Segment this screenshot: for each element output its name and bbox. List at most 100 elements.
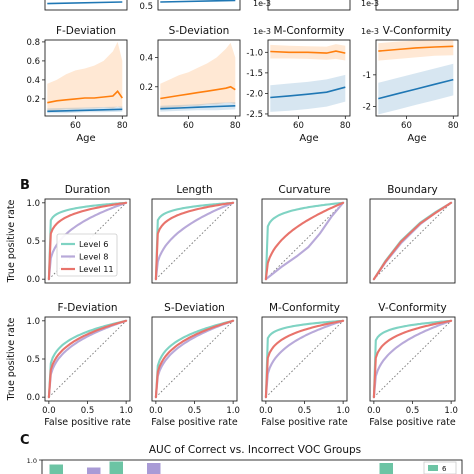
roc-xtick-label-6-2: 1.0 (336, 406, 350, 416)
age-trend-panels: 0.5 0.2 0.4 0.6 0.8 F-Deviation 60 80 Age 0.2 0.4 S… (26, 0, 459, 144)
age-ytick-label-6-2: -2.0 (246, 89, 263, 99)
roc-ylabel-4: True positive rate (6, 317, 17, 401)
panel-label-c: C (20, 433, 30, 448)
age-xlabel-6: Age (299, 133, 318, 144)
roc-panel-title-2: Curvature (278, 184, 330, 196)
roc-panel-0: Duration 0.0 0.5 1.0 True positive rate Level… (6, 184, 131, 285)
age-ytick-label-5-1: 0.4 (139, 54, 153, 64)
age-ytick-label-6-0: -1.0 (246, 48, 263, 58)
roc-xtick-label-6-0: 0.0 (259, 406, 273, 416)
age-panel-frame-0 (44, 0, 128, 11)
roc-xtick-label-7-2: 1.0 (444, 406, 458, 416)
roc-xtick-label-5-0: 0.0 (149, 406, 163, 416)
age-line-1-1 (160, 0, 236, 3)
auc-bar-0-11 (379, 463, 393, 474)
age-ytick-label-6-3: -2.5 (246, 110, 263, 120)
age-xtick-label-4-0: 60 (70, 121, 81, 131)
age-line-6-0 (270, 50, 346, 54)
roc-curve-2-1 (264, 201, 345, 281)
roc-diagonal-2 (265, 202, 344, 280)
age-panel-0 (44, 0, 128, 11)
auc-bar-0-0 (49, 464, 63, 474)
age-ytick-label-7-0: -1 (363, 71, 371, 81)
age-xtick-label-7-1: 80 (448, 121, 459, 131)
roc-diagonal-5 (155, 320, 234, 398)
roc-xlabel-5: False positive rate (151, 417, 238, 428)
age-panel-3 (375, 0, 459, 11)
roc-panel-title-5: S-Deviation (164, 302, 225, 314)
age-panel-4: 0.2 0.4 0.6 0.8 F-Deviation 60 80 Age (26, 25, 127, 144)
age-panel-frame-6 (267, 39, 351, 117)
roc-xtick-label-5-1: 0.5 (188, 406, 202, 416)
auc-ytick-label-0: 1.0 (27, 457, 37, 465)
age-ytick-label-6-1: -1.5 (246, 69, 263, 79)
age-scale-note-6: 1e-3 (253, 27, 271, 36)
roc-diagonal-7 (373, 320, 452, 398)
auc-bar-1-3 (147, 463, 161, 474)
roc-xtick-label-4-1: 0.5 (81, 406, 95, 416)
age-line-0-1 (47, 1, 123, 5)
age-xtick-label-5-0: 60 (183, 121, 194, 131)
roc-ytick-label-0-0: 0.0 (26, 275, 40, 285)
age-panel-frame-3 (375, 0, 459, 11)
age-line-7-1 (378, 78, 454, 100)
roc-curve-2-0 (264, 201, 345, 281)
roc-curve-7-0 (372, 319, 453, 399)
auc-bar-0-2 (109, 461, 123, 474)
roc-diagonal-6 (265, 320, 344, 398)
roc-curve-7-2 (372, 319, 453, 399)
roc-curve-6-0 (264, 319, 345, 399)
age-panel-title-4: F-Deviation (56, 25, 116, 37)
roc-ytick-label-0-1: 0.5 (26, 237, 40, 247)
age-panel-plot-5 (160, 42, 236, 112)
roc-ytick-label-4-2: 1.0 (26, 317, 40, 327)
roc-panel-2: Curvature (261, 184, 348, 284)
roc-curve-6-2 (264, 319, 345, 399)
roc-xtick-label-7-1: 0.5 (406, 406, 420, 416)
age-panel-6: -1.0 -1.5 -2.0 -2.5 M-Conformity 60 80 Age 1e-3 (246, 25, 350, 144)
age-panel-2 (267, 0, 351, 11)
roc-panels: Duration 0.0 0.5 1.0 True positive rate Level… (6, 184, 458, 428)
roc-panel-title-1: Length (176, 184, 212, 196)
roc-ytick-label-4-1: 0.5 (26, 355, 40, 365)
age-panel-plot-0 (47, 1, 123, 5)
roc-panel-title-6: M-Conformity (269, 302, 340, 314)
roc-legend: Level 6 Level 8 Level 11 (56, 233, 118, 277)
roc-panel-title-0: Duration (65, 184, 111, 196)
age-xtick-label-6-1: 80 (340, 121, 351, 131)
age-xtick-label-7-0: 60 (401, 121, 412, 131)
age-panel-plot-6 (270, 44, 346, 112)
age-panel-1: 0.5 (139, 0, 241, 12)
roc-curve-1-2 (154, 201, 235, 281)
roc-xtick-label-7-0: 0.0 (367, 406, 381, 416)
age-panel-title-7: V-Conformity (383, 25, 452, 37)
roc-panel-title-7: V-Conformity (378, 302, 447, 314)
age-panel-title-6: M-Conformity (274, 25, 345, 37)
age-band-4-0 (47, 41, 123, 112)
age-panel-frame-7 (375, 39, 459, 117)
age-panel-7: -1 -2 V-Conformity 60 80 Age 1e-3 (361, 25, 459, 144)
age-ytick-label-4-3: 0.8 (26, 38, 40, 48)
roc-ylabel-0: True positive rate (6, 199, 17, 283)
roc-xlabel-7: False positive rate (369, 417, 456, 428)
auc-legend-swatch (428, 465, 438, 471)
auc-legend-label: 6 (442, 465, 447, 473)
roc-panel-title-3: Boundary (387, 184, 438, 196)
roc-xlabel-4: False positive rate (44, 417, 131, 428)
age-scale-note-top-V: 1e-3 (361, 0, 379, 8)
auc-title: AUC of Correct vs. Incorrect VOC Groups (149, 444, 361, 456)
roc-curve-5-2 (154, 319, 235, 399)
roc-diagonal-1 (155, 202, 234, 280)
auc-bar-panel: AUC of Correct vs. Incorrect VOC Groups 1… (27, 444, 463, 474)
age-ytick-label-4-1: 0.4 (26, 76, 40, 86)
roc-legend-label-0: Level 6 (79, 239, 108, 249)
roc-ytick-label-0-2: 1.0 (26, 199, 40, 209)
age-scale-note-7: 1e-3 (361, 27, 379, 36)
roc-curve-7-1 (372, 319, 453, 399)
age-panel-plot-1 (160, 0, 236, 3)
age-ytick-label-1-0: 0.5 (139, 2, 153, 12)
roc-panel-title-4: F-Deviation (57, 302, 117, 314)
